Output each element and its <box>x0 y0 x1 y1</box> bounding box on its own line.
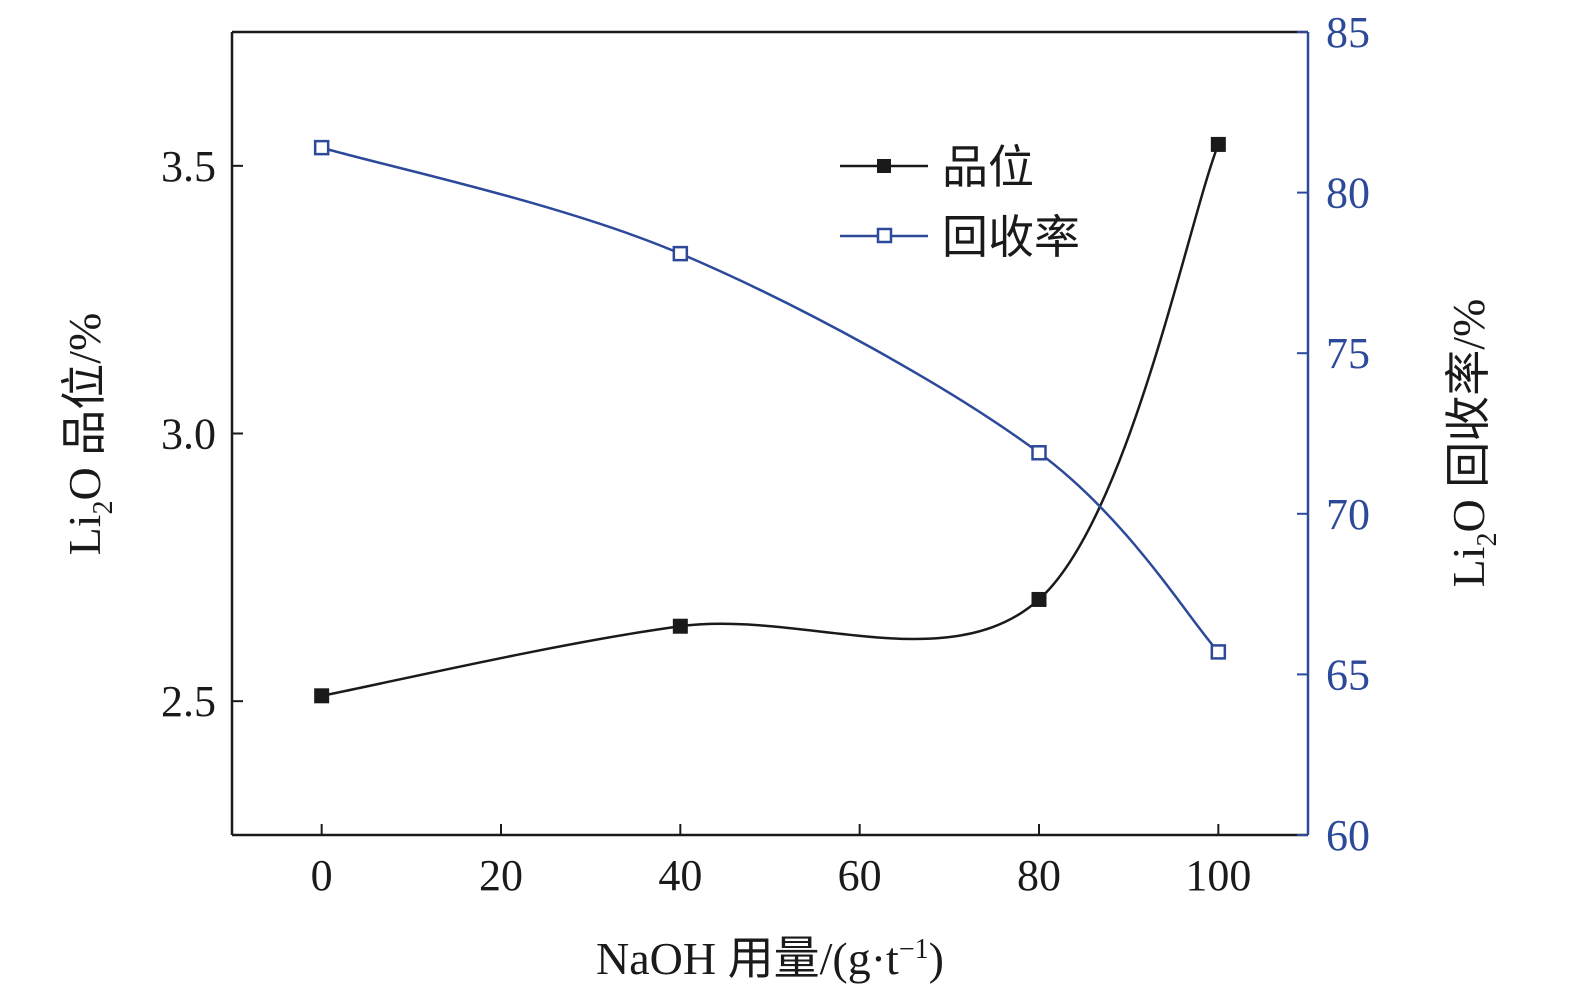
left-axis-title-b: O 品位/% <box>59 313 110 501</box>
x-tick-label: 0 <box>311 851 333 900</box>
series-line-grade <box>321 143 1220 698</box>
x-tick-label: 60 <box>838 851 882 900</box>
grade-point <box>672 618 688 634</box>
series-markers <box>313 136 1227 704</box>
x-tick-label: 20 <box>479 851 523 900</box>
right-tick-label: 60 <box>1326 811 1370 860</box>
x-axis-title: NaOH 用量/(g·t−1) <box>596 933 944 984</box>
right-tick-label: 70 <box>1326 490 1370 539</box>
x-tick-label: 40 <box>658 851 702 900</box>
right-tick-label: 85 <box>1326 8 1370 57</box>
recovery-point <box>1210 644 1227 660</box>
x-axis-title-end: ) <box>929 933 944 984</box>
left-axis-title-a: Li <box>59 514 110 555</box>
grade-point <box>1210 136 1226 152</box>
left-tick-label: 3.0 <box>161 410 216 459</box>
right-axis-ticks: 60 65 70 75 80 85 <box>1297 8 1370 860</box>
right-axis-title-sub: 2 <box>1472 532 1503 546</box>
recovery-point <box>1031 445 1047 461</box>
x-axis-title-main: NaOH 用量/(g·t <box>596 933 899 984</box>
grade-point <box>1031 591 1047 607</box>
x-tick-label: 100 <box>1185 851 1251 900</box>
legend-marker-grade <box>877 159 891 173</box>
left-axis-ticks: 2.5 3.0 3.5 <box>161 142 243 726</box>
right-axis-title-a: Li <box>1443 546 1494 587</box>
series-line-recovery <box>321 146 1220 653</box>
x-tick-label: 80 <box>1017 851 1061 900</box>
right-tick-label: 65 <box>1326 650 1370 699</box>
x-axis-title-sup: −1 <box>899 934 929 965</box>
grade-point <box>314 688 330 704</box>
left-tick-label: 2.5 <box>161 677 216 726</box>
x-axis-ticks: 0 20 40 60 80 100 <box>311 824 1251 900</box>
left-axis-title: Li2O 品位/% <box>59 313 119 556</box>
left-tick-label: 3.5 <box>161 142 216 191</box>
legend-label-recovery: 回收率 <box>942 212 1080 263</box>
recovery-point <box>313 139 330 156</box>
legend-label-grade: 品位 <box>942 142 1034 193</box>
series-lines <box>321 143 1220 698</box>
legend-marker-recovery <box>876 227 893 244</box>
right-tick-label: 75 <box>1326 329 1370 378</box>
recovery-point <box>672 245 689 262</box>
legend: 品位 回收率 <box>840 142 1080 263</box>
right-tick-label: 80 <box>1326 169 1370 218</box>
right-axis-title-b: O 回收率/% <box>1443 299 1494 533</box>
left-axis-title-sub: 2 <box>88 500 119 514</box>
right-axis-title: Li2O 回收率/% <box>1443 299 1503 588</box>
